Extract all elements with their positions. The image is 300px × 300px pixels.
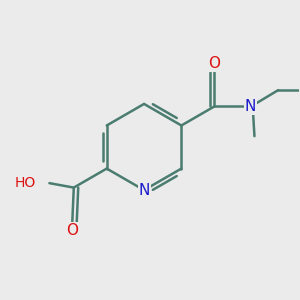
Text: O: O (208, 56, 220, 71)
Text: N: N (245, 99, 256, 114)
Text: N: N (138, 183, 150, 198)
Text: O: O (66, 223, 78, 238)
Text: HO: HO (14, 176, 36, 190)
